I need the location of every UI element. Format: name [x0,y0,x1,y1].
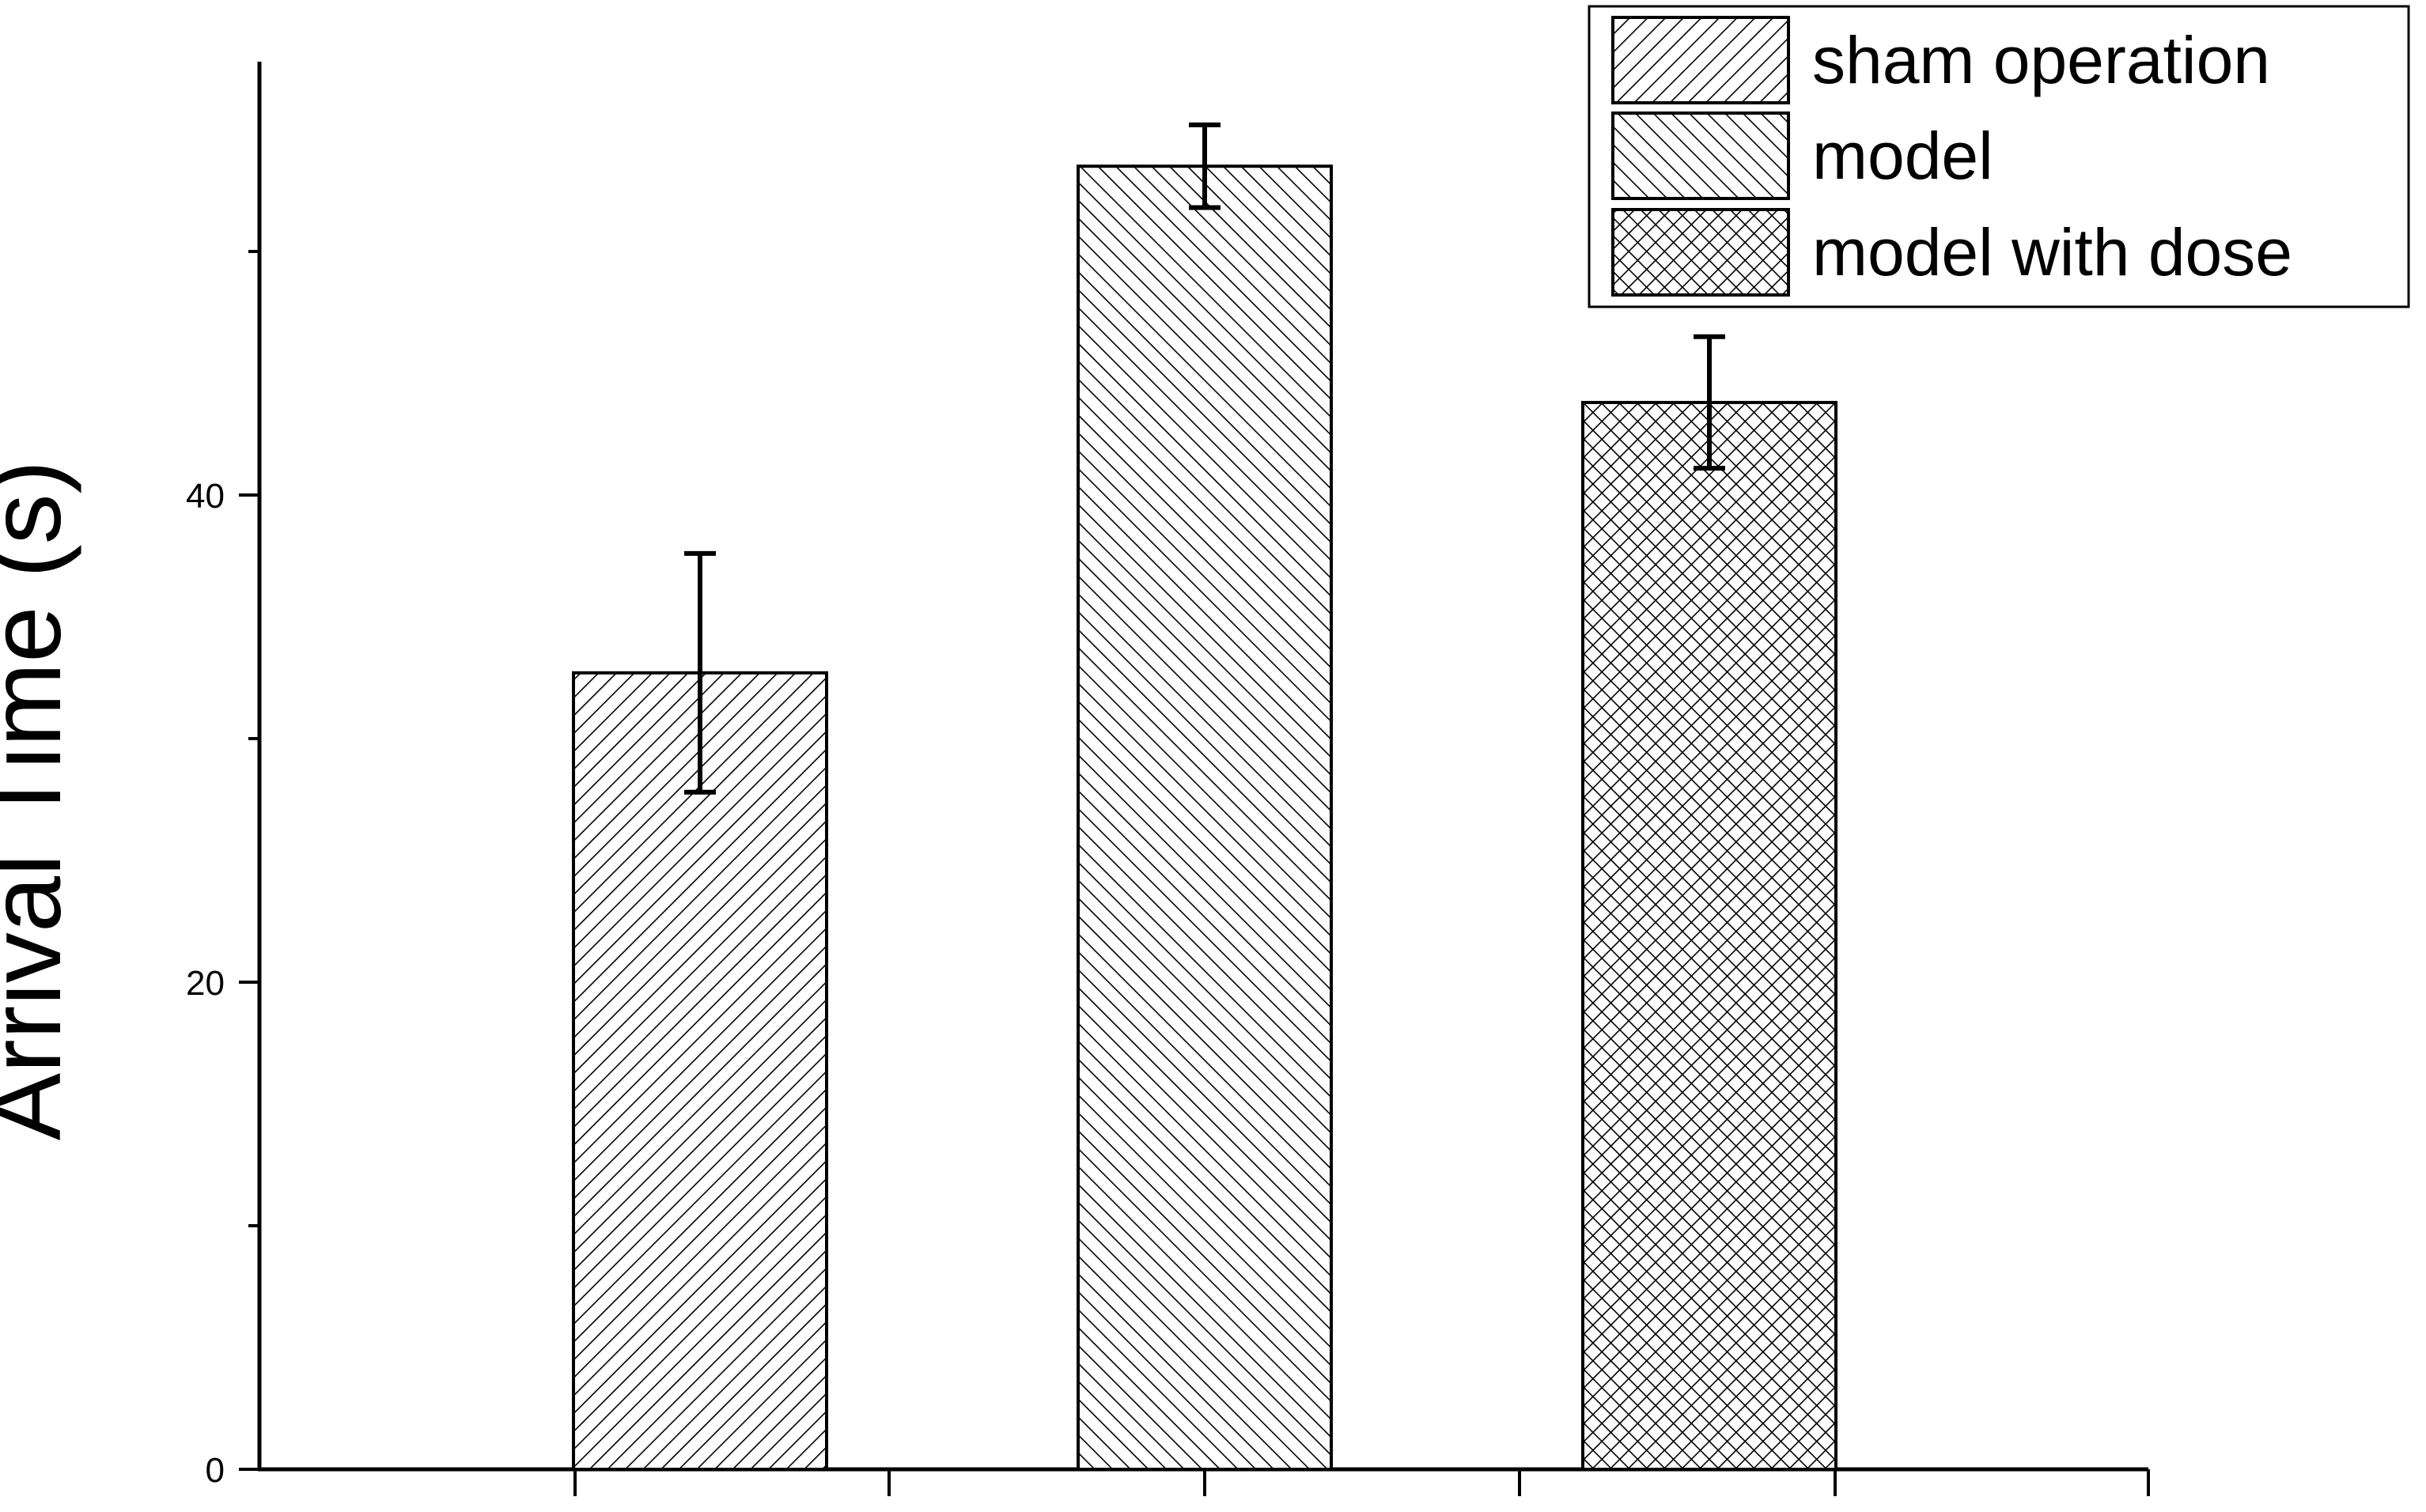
bar [1077,164,1333,1472]
y-axis-title: Arrival Time (s) [0,460,82,1140]
bar [1581,400,1837,1472]
legend-label: model with dose [1812,215,2292,289]
error-bars [684,122,1725,795]
y-tick-label: 0 [206,1451,225,1490]
legend-label: model [1812,119,1993,193]
y-tick-label: 40 [186,477,225,516]
legend: sham operation model model with dose [1588,5,2410,308]
bars [572,164,1837,1472]
y-tick-label: 20 [186,964,225,1003]
bar [572,671,828,1471]
legend-label: sham operation [1812,23,2270,97]
legend-swatch [1611,208,1790,297]
legend-swatch [1611,16,1790,104]
legend-swatch [1611,112,1790,200]
